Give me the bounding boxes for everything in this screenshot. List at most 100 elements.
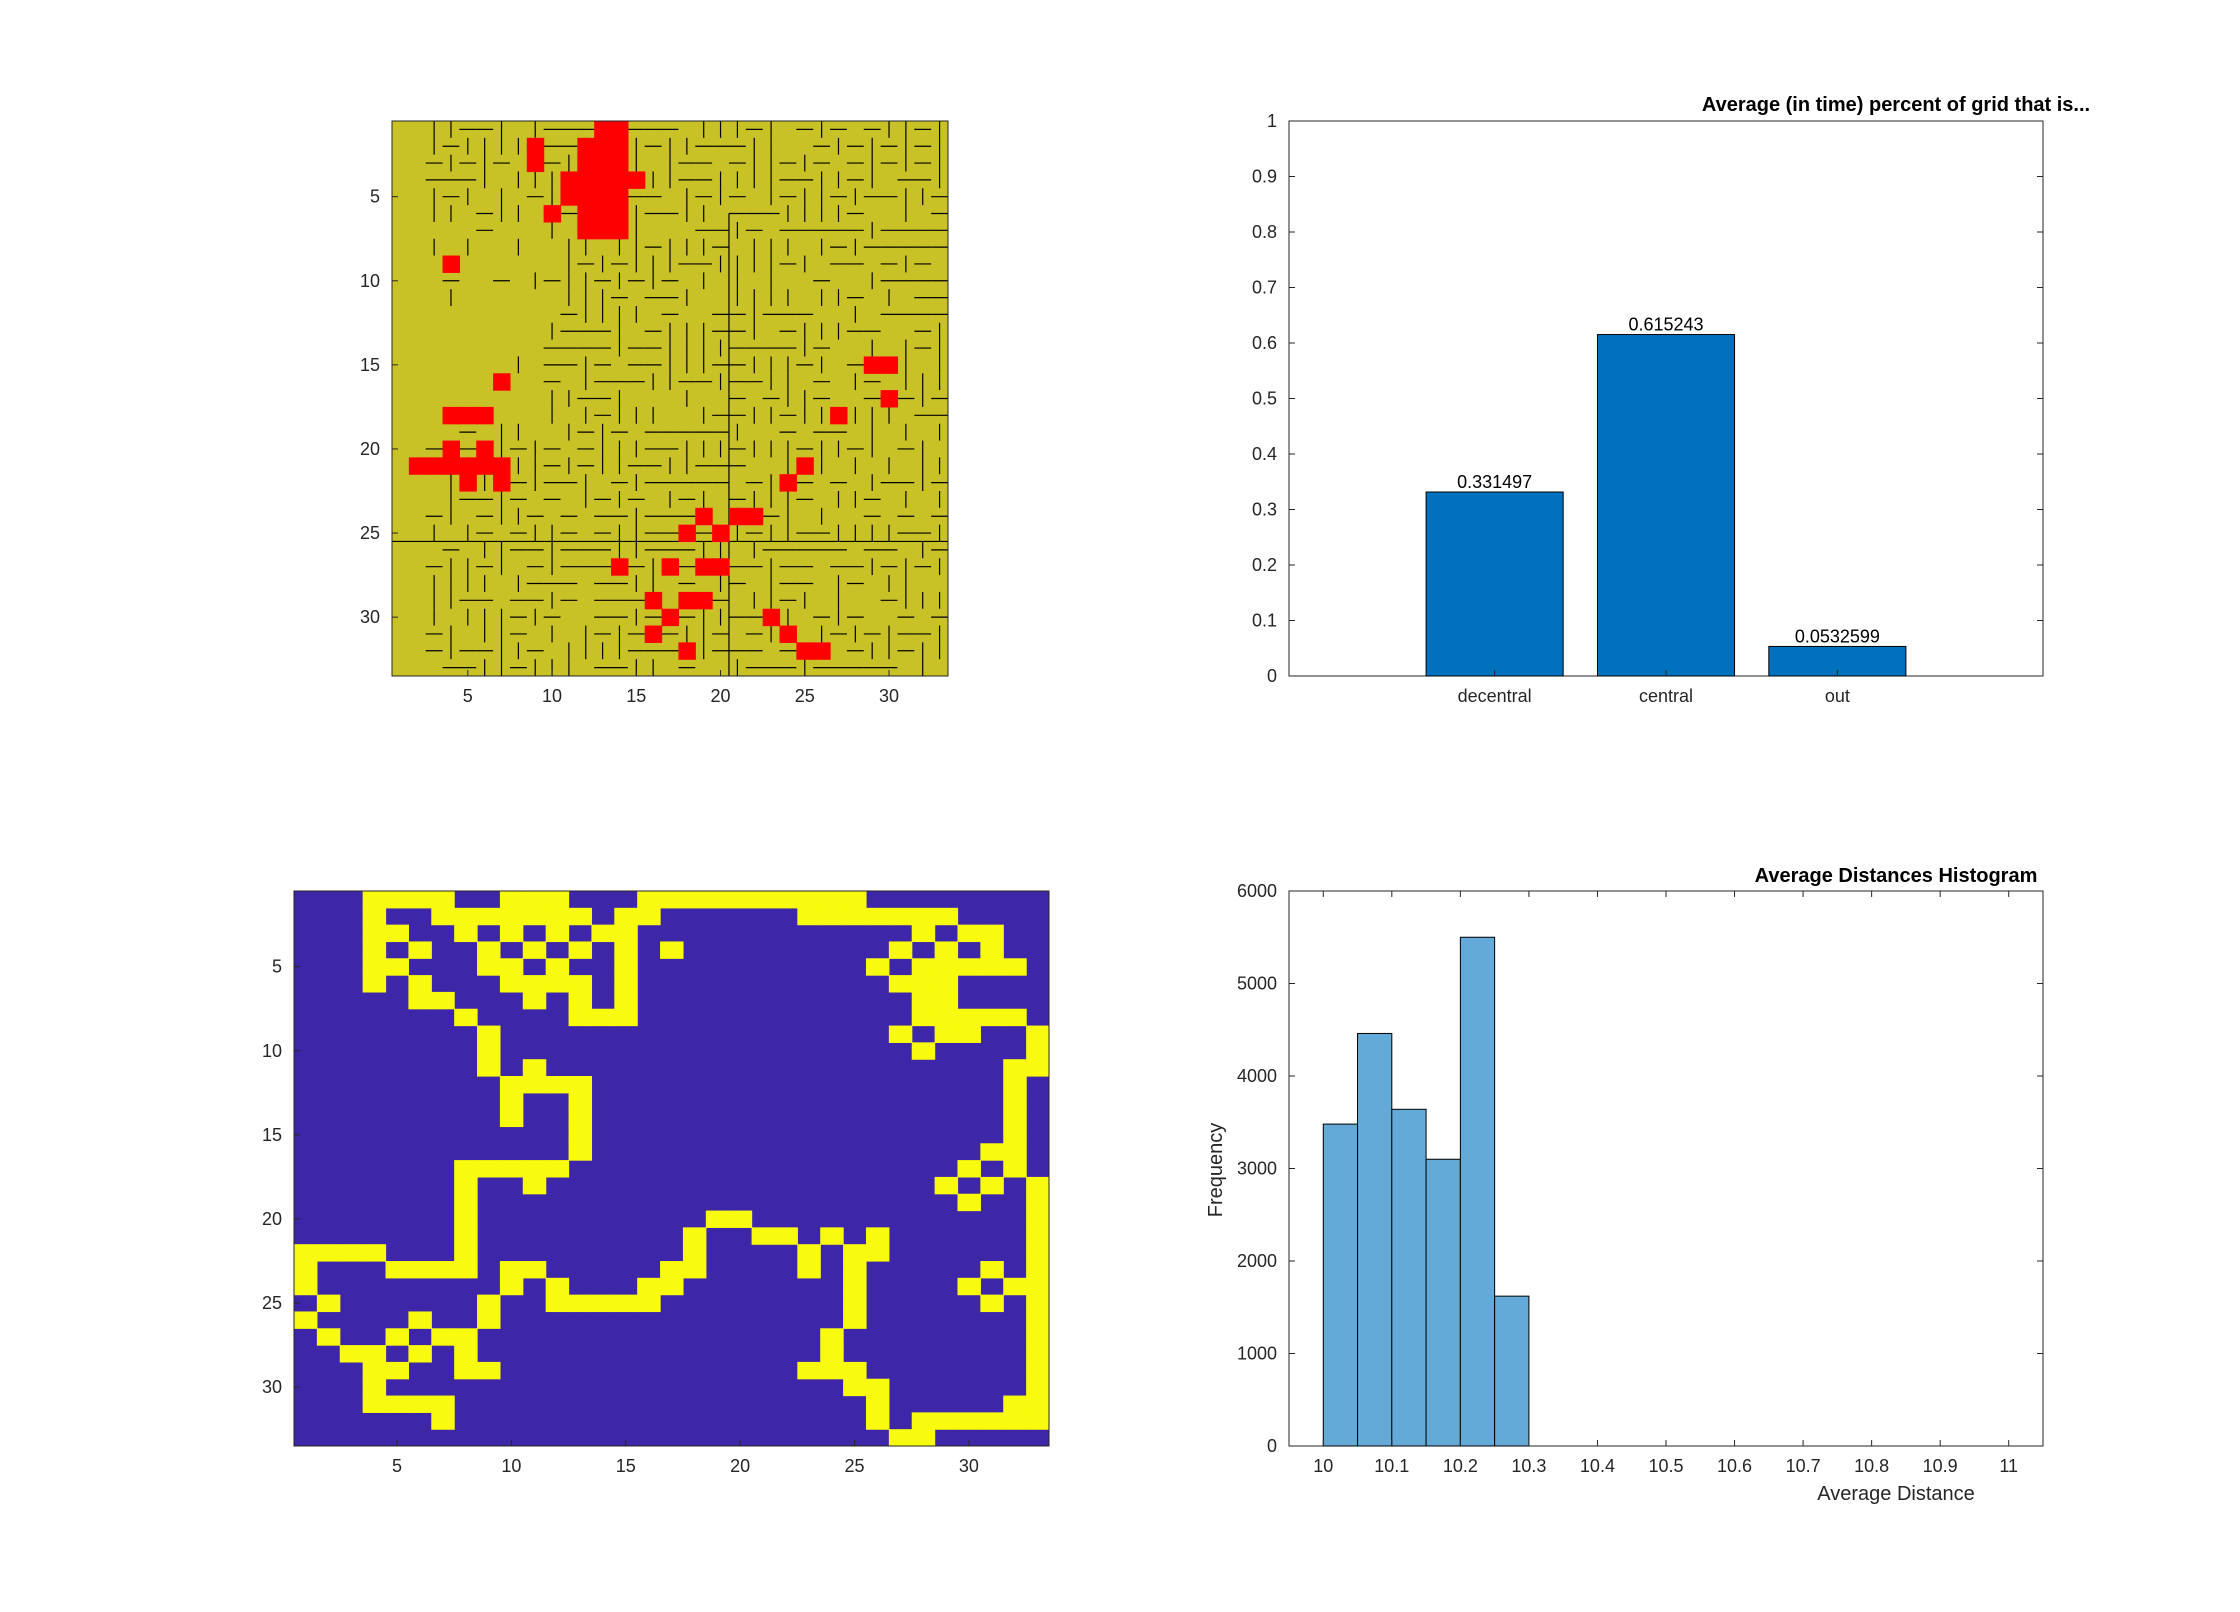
grid-cell [499, 1261, 524, 1279]
grid-cell [522, 991, 547, 1010]
grid-cell [577, 188, 595, 206]
grid-cell [843, 1378, 867, 1397]
grid-cell [545, 1277, 570, 1296]
grid-cell [1003, 958, 1027, 976]
grid-cell [522, 941, 547, 959]
grid-cell [454, 907, 478, 926]
y-tick-label: 0 [1267, 666, 1277, 686]
grid-cell [568, 1143, 593, 1161]
grid-cell [408, 457, 427, 475]
grid-cell [863, 356, 882, 374]
grid-cell [934, 1008, 959, 1027]
grid-cell [911, 958, 936, 976]
bar-chart-title: Average (in time) percent of grid that i… [1702, 94, 2090, 116]
grid-cell [454, 1227, 478, 1245]
grid-cell [611, 205, 629, 223]
grid-cell [499, 1277, 524, 1296]
grid-cell [980, 958, 1004, 976]
grid-cell [477, 907, 501, 926]
grid-cell [980, 1412, 1004, 1430]
grid-cell [408, 1311, 432, 1329]
grid-cell [545, 907, 570, 926]
grid-cell [577, 137, 595, 156]
grid-cell [568, 1092, 593, 1111]
y-tick-label: 0.8 [1252, 222, 1277, 242]
y-tick-label: 5 [272, 957, 282, 977]
x-tick-label: decentral [1458, 686, 1532, 706]
x-tick-label: out [1825, 686, 1850, 706]
grid-cell [957, 1193, 981, 1212]
grid-cell [611, 154, 629, 173]
grid-cell [385, 958, 409, 976]
grid-cell [577, 221, 595, 240]
grid-cell [678, 642, 696, 660]
grid-cell [797, 891, 821, 909]
grid-cell [454, 1328, 478, 1346]
histogram-title: Average Distances Histogram [1755, 865, 2038, 887]
histogram-bar [1425, 1158, 1461, 1447]
grid-cell [362, 1361, 387, 1380]
grid-cell [594, 171, 612, 189]
grid-cell [1003, 1109, 1027, 1128]
grid-cell [316, 1244, 341, 1262]
y-tick-label: 2000 [1237, 1251, 1277, 1271]
grid-cell [980, 941, 1004, 959]
grid-cell [476, 457, 494, 475]
grid-cell [362, 941, 387, 959]
y-tick-label: 0.1 [1252, 611, 1277, 631]
grid-cell [705, 1210, 730, 1228]
y-tick-label: 0.2 [1252, 555, 1277, 575]
x-tick-label: 10.2 [1443, 1456, 1478, 1476]
grid-cell [911, 1008, 936, 1027]
grid-cell [660, 941, 684, 959]
grid-cell [568, 975, 593, 993]
grid-cell [611, 121, 629, 139]
grid-cell [682, 1227, 707, 1245]
y-tick-label: 5 [370, 187, 380, 207]
grid-cell [522, 1160, 547, 1178]
grid-cell [660, 1277, 684, 1296]
grid-cell [442, 440, 460, 458]
grid-cell [493, 373, 511, 391]
y-tick-label: 3000 [1237, 1159, 1277, 1179]
bar-data-label: 0.331497 [1457, 472, 1532, 492]
grid-cell [1003, 1395, 1027, 1413]
grid-cell [454, 1176, 478, 1195]
grid-cell [712, 524, 730, 543]
grid-cell [459, 474, 477, 492]
x-tick-label: 10.7 [1786, 1456, 1821, 1476]
x-tick-label: 10 [1313, 1456, 1333, 1476]
grid-cell [611, 171, 629, 189]
grid-cell [577, 205, 595, 223]
grid-cell [1026, 1395, 1050, 1413]
x-tick-label: 25 [845, 1456, 865, 1476]
grid-cell [408, 975, 432, 993]
grid-cell [934, 1412, 959, 1430]
grid-cell [980, 1143, 1004, 1161]
grid-cell [408, 891, 432, 909]
grid-cell [957, 1008, 981, 1027]
grid-cell [408, 1345, 432, 1363]
grid-cell [1003, 1008, 1027, 1027]
binary-image-panel: 5 10 15 20 25 30 5 10 15 20 25 30 [262, 890, 1050, 1476]
grid-cell [911, 1429, 936, 1447]
grid-cell [442, 255, 460, 273]
grid-cell [957, 924, 981, 943]
bar [1596, 334, 1736, 677]
grid-cell [385, 1395, 409, 1413]
grid-cell [499, 1092, 524, 1111]
grid-cell [1026, 1025, 1050, 1043]
grid-cell [820, 1227, 844, 1245]
grid-cell [1026, 1176, 1050, 1195]
grid-cell [843, 1244, 867, 1262]
grid-cell [614, 991, 638, 1010]
grid-cell [522, 1059, 547, 1077]
grid-cell [957, 1160, 981, 1178]
y-tick-label: 20 [360, 439, 380, 459]
grid-cell [362, 1378, 387, 1397]
grid-cell [1026, 1042, 1050, 1060]
y-tick-label: 0.6 [1252, 333, 1277, 353]
grid-cell [1026, 1345, 1050, 1363]
grid-cell [762, 608, 781, 627]
grid-cell [888, 1429, 913, 1447]
